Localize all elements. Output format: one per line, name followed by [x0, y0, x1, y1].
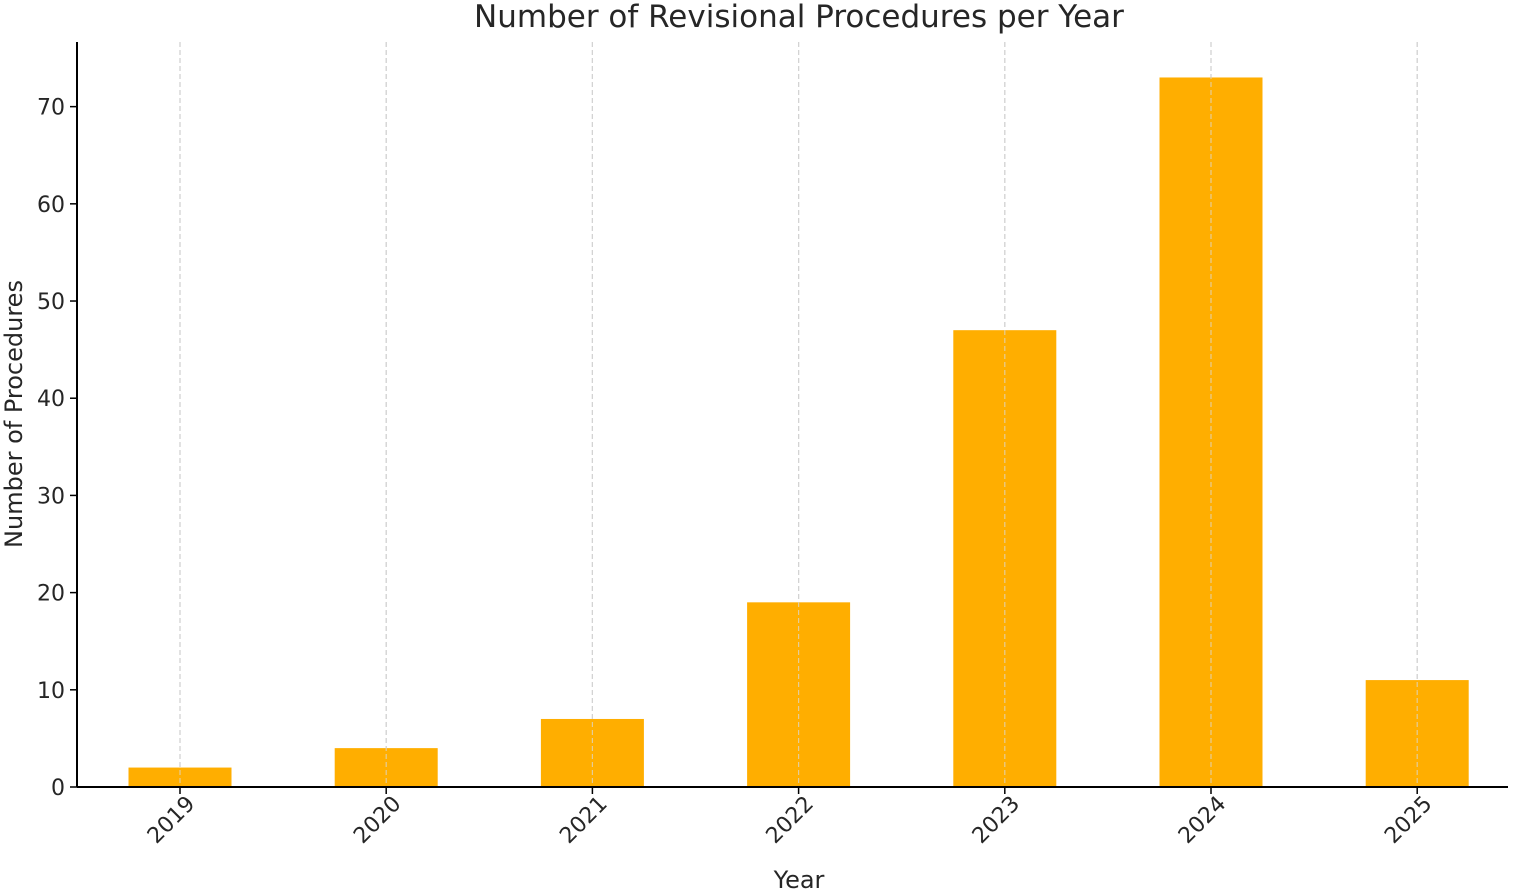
x-tick-label-2020: 2020	[349, 792, 406, 849]
x-axis-label: Year	[773, 866, 825, 890]
y-axis-label: Number of Procedures	[0, 280, 28, 548]
x-tick-label-2023: 2023	[968, 792, 1025, 849]
y-tick-label-0: 0	[51, 776, 65, 801]
x-tick-label-2024: 2024	[1174, 792, 1231, 849]
bars	[128, 42, 1469, 787]
y-tick-label-50: 50	[37, 290, 65, 315]
y-tick-label-60: 60	[37, 193, 65, 218]
axes	[76, 42, 1508, 788]
x-tick-label-2025: 2025	[1380, 792, 1437, 849]
bar-2024	[1159, 77, 1263, 787]
y-tick-label-70: 70	[37, 96, 65, 121]
bar-2019	[128, 767, 232, 787]
x-tick-label-2022: 2022	[762, 792, 819, 849]
y-tick-label-40: 40	[37, 387, 65, 412]
y-tick-label-20: 20	[37, 582, 65, 607]
x-tick-label-2021: 2021	[555, 792, 612, 849]
chart-title: Number of Revisional Procedures per Year	[474, 0, 1124, 35]
y-axis-ticks: 0 10 20 30 40 50 60 70	[37, 96, 77, 801]
x-tick-label-2019: 2019	[143, 792, 200, 849]
bar-2021	[540, 718, 644, 787]
x-axis-ticks: 2019 2020 2021 2022 2023 2024 2025	[143, 787, 1437, 849]
y-tick-label-10: 10	[37, 679, 65, 704]
y-tick-label-30: 30	[37, 484, 65, 509]
